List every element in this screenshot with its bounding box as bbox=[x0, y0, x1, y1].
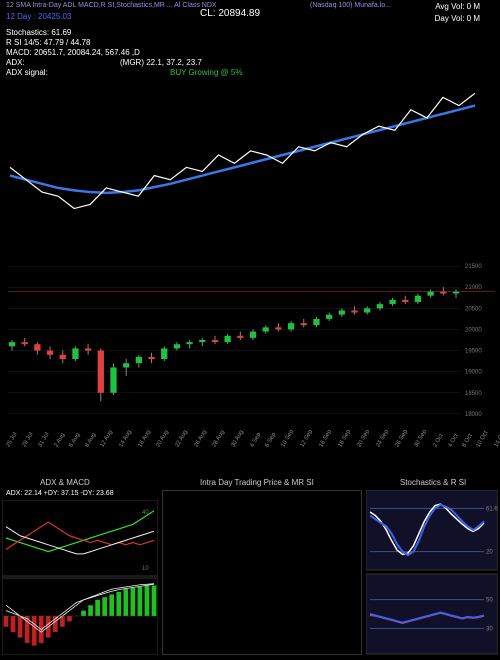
day-vol: Day Vol: 0 M bbox=[435, 14, 480, 23]
svg-text:50: 50 bbox=[486, 598, 493, 604]
stoch-rsi-title: Stochastics & R SI bbox=[400, 478, 466, 487]
svg-text:30: 30 bbox=[486, 626, 493, 632]
stochastics-value: Stochastics: 61.69 bbox=[6, 28, 71, 37]
header-indicators: 12 SMA Intra-Day ADL MACD,R SI,Stochasti… bbox=[6, 2, 217, 9]
intraday-title: Intra Day Trading Price & MR SI bbox=[200, 478, 314, 487]
adx-label: ADX: bbox=[6, 58, 25, 67]
stoch-rsi-panel[interactable]: 61.69 20 50 30 bbox=[366, 490, 498, 655]
svg-text:20: 20 bbox=[486, 550, 493, 556]
svg-text:20000: 20000 bbox=[465, 327, 482, 333]
intraday-panel[interactable] bbox=[162, 490, 362, 655]
close-label: CL: 20894.89 bbox=[200, 8, 260, 19]
svg-text:18000: 18000 bbox=[465, 412, 482, 418]
svg-text:61.69: 61.69 bbox=[486, 506, 498, 512]
svg-text:19500: 19500 bbox=[465, 349, 482, 355]
adx-signal-label: ADX signal: bbox=[6, 68, 48, 77]
rsi-value: R SI 14/5: 47.79 / 44.78 bbox=[6, 38, 91, 47]
svg-text:19000: 19000 bbox=[465, 370, 482, 376]
macd-value: MACD: 20651.7, 20084.24, 567.46 ,D bbox=[6, 48, 140, 57]
svg-text:10: 10 bbox=[142, 566, 149, 572]
day-price: 12 Day : 20425.03 bbox=[6, 12, 71, 21]
adx-stat-line: ADX: 22.14 +DY: 37.15 -DY: 23.68 bbox=[6, 490, 114, 497]
svg-text:20500: 20500 bbox=[465, 306, 482, 312]
svg-text:40: 40 bbox=[142, 510, 149, 516]
buy-signal: BUY Growing @ 5% bbox=[170, 68, 242, 77]
svg-text:18500: 18500 bbox=[465, 391, 482, 397]
svg-text:21000: 21000 bbox=[465, 285, 482, 291]
main-line-chart[interactable] bbox=[0, 80, 500, 230]
date-axis: 25 Jul29 Jul31 Jul2 Aug6 Aug8 Aug12 Aug1… bbox=[8, 444, 468, 450]
candle-chart[interactable]: 21500 21000 20500 20000 19500 19000 18500 18000 bbox=[0, 240, 500, 440]
header-index-name: (Nasdaq 100) Munafa.lo... bbox=[310, 2, 391, 9]
adx-macd-title: ADX & MACD bbox=[40, 478, 90, 487]
avg-vol: Avg Vol: 0 M bbox=[435, 2, 480, 11]
svg-text:21500: 21500 bbox=[465, 264, 482, 270]
adx-mgr: (MGR) 22.1, 37.2, 23.7 bbox=[120, 58, 202, 67]
adx-macd-panel[interactable]: 40 10 bbox=[2, 500, 158, 655]
